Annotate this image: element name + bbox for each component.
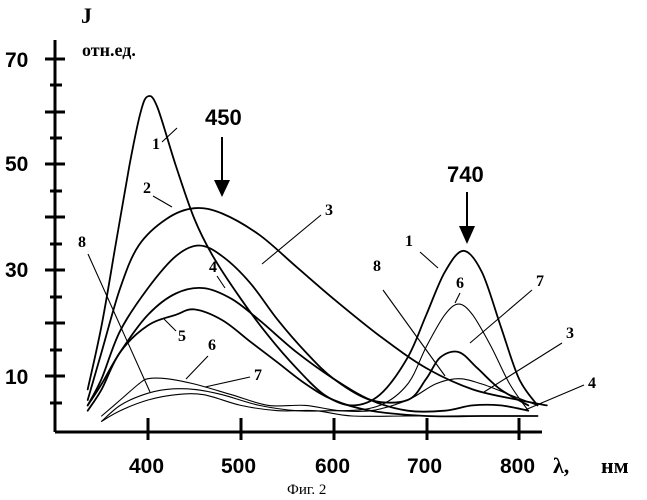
curve-label: 2 bbox=[143, 180, 151, 197]
curve-label: 7 bbox=[536, 273, 544, 290]
x-axis-unit: нм bbox=[601, 453, 629, 478]
curve-4 bbox=[88, 288, 529, 412]
curve-5 bbox=[88, 309, 538, 416]
curve-label: 1 bbox=[152, 136, 160, 153]
curve-labels: 1 2 3 4 5 6 7 8 1 6 7 8 3 4 bbox=[78, 128, 596, 410]
arrow-450 bbox=[214, 137, 230, 197]
x-tick-label: 600 bbox=[315, 455, 350, 478]
x-ticks bbox=[148, 418, 519, 440]
y-tick-label: 30 bbox=[5, 259, 28, 282]
curve-label: 7 bbox=[254, 367, 262, 384]
curve-label: 3 bbox=[325, 202, 333, 219]
curve-label: 3 bbox=[566, 325, 574, 342]
y-tick-label: 70 bbox=[5, 49, 28, 72]
x-tick-label: 400 bbox=[129, 455, 164, 478]
curve-label: 4 bbox=[209, 259, 217, 276]
figure-caption: Фиг. 2 bbox=[287, 482, 326, 498]
arrow-740 bbox=[459, 192, 475, 244]
curve-label: 6 bbox=[456, 275, 464, 292]
y-tick-label: 10 bbox=[5, 366, 28, 389]
y-axis-unit: отн.ед. bbox=[82, 40, 136, 60]
y-axis-label: J bbox=[81, 3, 92, 28]
curve-7 bbox=[102, 379, 538, 422]
curve-label: 6 bbox=[208, 337, 216, 354]
y-tick-label: 50 bbox=[5, 153, 28, 176]
curve-label: 4 bbox=[588, 375, 596, 392]
curve-label: 8 bbox=[78, 234, 86, 251]
peak-annotation: 450 bbox=[205, 105, 242, 130]
x-tick-label: 700 bbox=[407, 455, 442, 478]
curve-label: 8 bbox=[373, 258, 381, 275]
x-axis-symbol: λ, bbox=[553, 453, 569, 478]
curve-label: 5 bbox=[178, 328, 186, 345]
x-tick-label: 800 bbox=[500, 455, 535, 478]
curve-label: 1 bbox=[405, 233, 413, 250]
x-tick-label: 500 bbox=[221, 455, 256, 478]
peak-annotation: 740 bbox=[447, 162, 484, 187]
